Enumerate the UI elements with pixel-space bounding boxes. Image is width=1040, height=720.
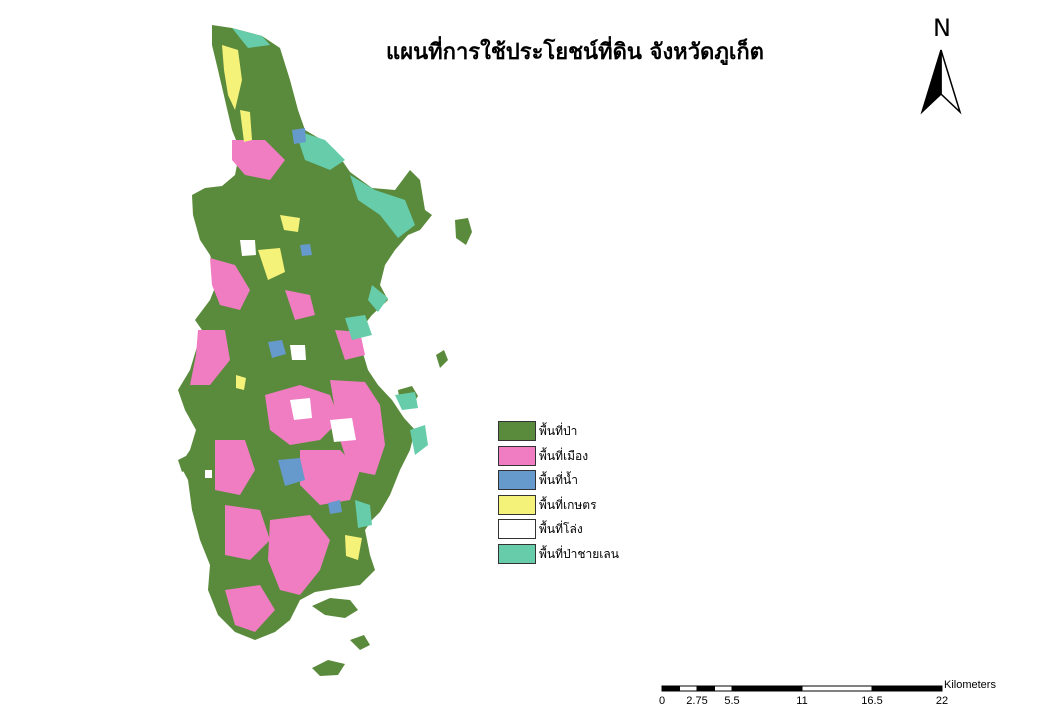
scale-units-label: Kilometers	[944, 679, 996, 691]
island-coral	[312, 598, 358, 618]
island-south-2	[350, 635, 370, 650]
scale-bar-segment	[801, 685, 873, 692]
scale-bar: Kilometers 0 2.75 5.5 11 16.5 22	[652, 676, 1022, 716]
legend-label-open-area: พื้นที่โล่ง	[539, 522, 583, 536]
island-east-3	[436, 350, 448, 368]
urban-areas	[190, 140, 385, 632]
urban-swatch-icon	[498, 445, 536, 466]
agriculture-swatch-icon	[498, 494, 536, 515]
scale-bar-segment	[679, 685, 698, 692]
legend-label-mangrove: พื้นที่ป่าชายเลน	[539, 546, 619, 561]
scale-tick-label: 11	[796, 695, 808, 707]
map-title: แผนที่การใช้ประโยชน์ที่ดิน จังหวัดภูเก็ต	[386, 40, 764, 65]
north-label: N	[933, 14, 951, 42]
legend-item-mangrove: พื้นที่ป่าชายเลน	[498, 543, 678, 568]
legend-item-urban: พื้นที่เมือง	[498, 445, 678, 470]
scale-tick-label: 22	[935, 695, 949, 707]
north-arrow-icon: N	[912, 14, 972, 118]
scale-bar-graphic	[661, 685, 943, 692]
scale-bar-segment	[731, 685, 803, 692]
scale-bar-segment	[696, 685, 715, 692]
open-area-swatch-icon	[498, 519, 536, 539]
scale-tick-label: 2.75	[686, 695, 708, 707]
mangrove-swatch-icon	[498, 543, 536, 564]
scale-bar-segment	[714, 685, 733, 692]
legend-label-agriculture: พื้นที่เกษตร	[539, 497, 597, 512]
open-areas	[205, 240, 356, 478]
legend-item-agriculture: พื้นที่เกษตร	[498, 494, 678, 519]
island-east-1	[455, 218, 472, 245]
scale-tick-label: 5.5	[724, 695, 740, 707]
legend-label-water: พื้นที่น้ำ	[539, 473, 578, 487]
island-west	[178, 456, 190, 472]
legend-item-water: พื้นที่น้ำ	[498, 469, 678, 494]
legend-item-forest: พื้นที่ป่า	[498, 420, 678, 445]
forest-swatch-icon	[498, 421, 536, 441]
legend-label-forest: พื้นที่ป่า	[539, 424, 578, 438]
mangrove-areas	[232, 28, 428, 528]
scale-tick-label: 16.5	[861, 695, 883, 707]
north-arrow-shape	[920, 49, 962, 115]
island-south	[312, 660, 345, 676]
water-swatch-icon	[498, 470, 536, 490]
legend-label-urban: พื้นที่เมือง	[539, 448, 589, 463]
water-bodies	[268, 128, 342, 514]
scale-tick-label: 0	[658, 695, 666, 707]
agriculture-areas	[222, 45, 362, 560]
scale-bar-segment	[871, 685, 943, 692]
scale-bar-segment	[661, 685, 680, 692]
map-legend: พื้นที่ป่า พื้นที่เมือง พื้นที่น้ำ พื้นท…	[498, 420, 678, 567]
legend-item-open-area: พื้นที่โล่ง	[498, 518, 678, 543]
